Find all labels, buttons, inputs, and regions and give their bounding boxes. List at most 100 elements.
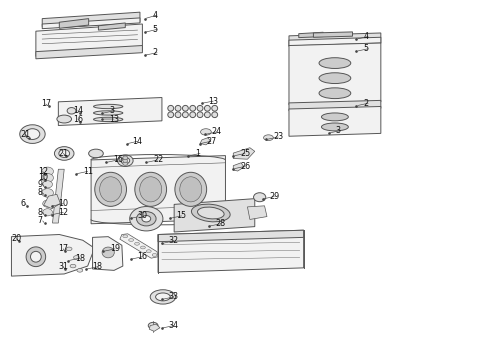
Text: 22: 22: [153, 156, 163, 165]
Ellipse shape: [135, 242, 140, 245]
Polygon shape: [289, 43, 381, 105]
Ellipse shape: [70, 264, 76, 268]
Polygon shape: [289, 107, 381, 136]
Ellipse shape: [319, 73, 351, 84]
Polygon shape: [314, 32, 352, 37]
Text: 2: 2: [152, 48, 157, 57]
Text: 18: 18: [75, 254, 85, 263]
Text: 5: 5: [152, 25, 157, 34]
Polygon shape: [11, 234, 95, 276]
Ellipse shape: [264, 135, 273, 140]
Ellipse shape: [168, 105, 173, 111]
Ellipse shape: [57, 115, 72, 123]
Ellipse shape: [190, 112, 196, 118]
Polygon shape: [289, 37, 381, 46]
Text: 4: 4: [152, 10, 157, 19]
Text: 4: 4: [363, 32, 368, 41]
Text: 11: 11: [83, 167, 93, 176]
Text: 1: 1: [195, 149, 200, 158]
Text: 3: 3: [109, 106, 114, 115]
Ellipse shape: [204, 112, 210, 118]
Ellipse shape: [140, 177, 162, 202]
Text: 21: 21: [20, 130, 30, 139]
Ellipse shape: [89, 149, 103, 158]
Text: 12: 12: [38, 167, 48, 176]
Ellipse shape: [42, 174, 53, 182]
Polygon shape: [36, 45, 143, 59]
Ellipse shape: [100, 105, 112, 112]
Text: 21: 21: [58, 149, 69, 158]
Polygon shape: [158, 230, 304, 242]
Text: 15: 15: [176, 211, 187, 220]
Ellipse shape: [141, 246, 146, 249]
Ellipse shape: [253, 193, 266, 202]
Ellipse shape: [123, 162, 128, 165]
Polygon shape: [58, 98, 162, 126]
Text: 8: 8: [38, 208, 43, 217]
Polygon shape: [233, 163, 244, 171]
Text: 24: 24: [212, 127, 222, 136]
Text: 14: 14: [133, 137, 143, 146]
Text: 3: 3: [336, 126, 341, 135]
Polygon shape: [247, 206, 267, 220]
Ellipse shape: [42, 167, 53, 176]
Text: 5: 5: [363, 44, 368, 53]
Ellipse shape: [197, 207, 224, 219]
Text: 10: 10: [58, 199, 68, 208]
Ellipse shape: [54, 147, 74, 160]
Ellipse shape: [212, 112, 218, 118]
Ellipse shape: [180, 177, 202, 202]
Text: 30: 30: [138, 211, 147, 220]
Ellipse shape: [43, 181, 52, 188]
Text: 14: 14: [73, 106, 83, 115]
Ellipse shape: [182, 105, 188, 111]
Text: 2: 2: [363, 99, 368, 108]
Ellipse shape: [168, 112, 173, 118]
Ellipse shape: [148, 322, 158, 329]
Ellipse shape: [175, 112, 181, 118]
Text: 7: 7: [38, 216, 43, 225]
Text: 28: 28: [216, 219, 226, 228]
Ellipse shape: [133, 105, 146, 112]
Ellipse shape: [117, 105, 129, 112]
Polygon shape: [149, 324, 160, 331]
Ellipse shape: [94, 117, 123, 122]
Text: 17: 17: [41, 99, 51, 108]
Ellipse shape: [94, 104, 123, 109]
Ellipse shape: [99, 177, 122, 202]
Ellipse shape: [156, 293, 170, 301]
Polygon shape: [120, 234, 158, 258]
Polygon shape: [42, 18, 140, 29]
Ellipse shape: [130, 207, 163, 231]
Text: 20: 20: [11, 234, 22, 243]
Ellipse shape: [95, 172, 126, 206]
Ellipse shape: [319, 58, 351, 68]
Ellipse shape: [25, 129, 40, 139]
Polygon shape: [44, 194, 60, 209]
Ellipse shape: [83, 105, 96, 112]
Text: 6: 6: [20, 199, 25, 208]
Text: 23: 23: [273, 132, 283, 141]
Ellipse shape: [83, 113, 96, 120]
Ellipse shape: [321, 113, 348, 121]
Polygon shape: [289, 100, 381, 111]
Ellipse shape: [129, 239, 134, 242]
Text: 16: 16: [73, 114, 83, 123]
Polygon shape: [174, 199, 255, 232]
Ellipse shape: [204, 105, 210, 111]
Text: 10: 10: [38, 174, 48, 183]
Ellipse shape: [212, 105, 218, 111]
Ellipse shape: [175, 172, 207, 206]
Ellipse shape: [175, 105, 181, 111]
Text: 8: 8: [38, 188, 43, 197]
Text: 25: 25: [240, 149, 250, 158]
Polygon shape: [36, 24, 143, 56]
Ellipse shape: [43, 200, 52, 207]
Text: 32: 32: [169, 237, 179, 246]
Polygon shape: [91, 156, 225, 224]
Ellipse shape: [67, 108, 76, 114]
Text: 19: 19: [110, 244, 120, 253]
Ellipse shape: [26, 247, 46, 267]
Ellipse shape: [67, 113, 79, 120]
Ellipse shape: [74, 256, 79, 259]
